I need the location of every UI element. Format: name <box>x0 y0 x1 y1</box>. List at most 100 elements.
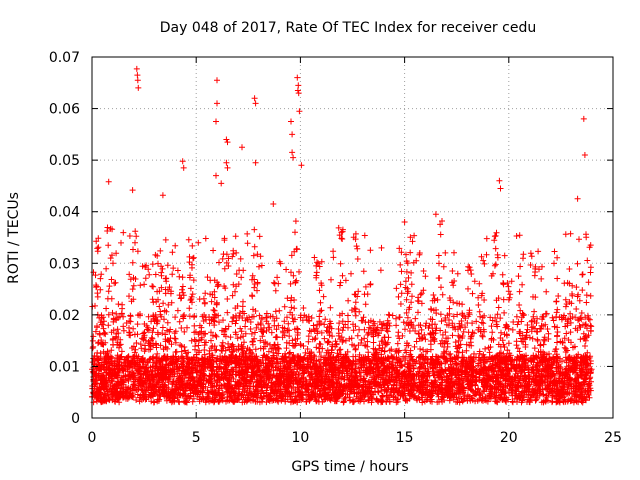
data-point <box>173 348 180 355</box>
data-point <box>254 287 260 294</box>
data-point <box>568 339 574 346</box>
data-point <box>190 255 196 262</box>
data-point <box>238 274 245 281</box>
data-point <box>438 318 445 325</box>
data-point <box>233 317 240 324</box>
data-point <box>256 233 263 240</box>
data-point <box>582 321 589 328</box>
data-point <box>356 376 363 383</box>
data-point <box>365 349 372 356</box>
data-point <box>497 335 504 341</box>
data-point <box>393 322 400 329</box>
data-point <box>468 387 475 394</box>
data-point <box>373 396 380 403</box>
data-point <box>367 281 374 287</box>
data-point <box>296 268 302 275</box>
data-point <box>538 275 545 282</box>
data-point <box>195 239 202 246</box>
data-point <box>435 252 442 259</box>
data-point <box>150 283 157 290</box>
data-point <box>89 345 96 352</box>
data-point <box>102 331 109 338</box>
data-point <box>137 341 144 348</box>
data-point <box>313 344 320 351</box>
data-point <box>545 330 552 337</box>
data-point <box>514 345 521 352</box>
data-point <box>402 326 408 333</box>
data-point <box>206 320 213 327</box>
data-point <box>269 363 275 370</box>
data-point <box>328 276 334 283</box>
data-point <box>325 339 332 346</box>
data-point <box>480 387 487 394</box>
data-point <box>362 301 369 308</box>
data-point <box>234 335 241 342</box>
data-point <box>386 312 393 319</box>
data-point <box>330 254 337 261</box>
data-point <box>576 236 582 243</box>
data-point <box>473 318 480 325</box>
data-point <box>587 269 594 276</box>
data-point <box>549 314 556 321</box>
data-point <box>276 307 283 314</box>
data-point <box>403 296 410 303</box>
data-point <box>216 259 222 266</box>
data-point <box>509 326 516 333</box>
data-point <box>434 296 441 303</box>
data-point <box>148 398 155 405</box>
data-point <box>113 250 120 257</box>
data-point <box>486 349 493 356</box>
data-point <box>449 320 456 327</box>
data-point <box>516 232 523 239</box>
data-point <box>337 346 344 353</box>
data-point <box>202 290 209 297</box>
data-point <box>345 297 352 304</box>
data-point <box>367 247 374 254</box>
data-point <box>430 292 437 298</box>
data-point <box>157 247 164 254</box>
data-point <box>422 273 429 280</box>
data-point <box>284 295 291 302</box>
data-point <box>244 240 251 247</box>
data-point <box>465 285 471 292</box>
data-point <box>516 302 523 308</box>
data-point <box>237 255 244 262</box>
data-point <box>136 398 143 405</box>
data-point <box>447 350 454 357</box>
data-point <box>352 346 359 353</box>
data-point <box>247 326 254 332</box>
data-point <box>182 399 188 406</box>
data-point <box>479 333 486 340</box>
data-point <box>386 347 393 354</box>
data-point <box>449 332 456 339</box>
data-point <box>178 343 185 350</box>
data-point <box>159 324 166 331</box>
data-point <box>134 248 141 255</box>
data-point <box>168 299 175 306</box>
data-point <box>339 318 346 325</box>
data-point <box>359 317 366 324</box>
data-point <box>327 304 334 311</box>
data-point <box>577 336 584 343</box>
data-point <box>137 282 144 289</box>
data-points <box>89 65 595 406</box>
data-point <box>346 397 353 404</box>
data-point <box>345 324 351 331</box>
data-point <box>252 346 259 353</box>
data-point <box>356 326 363 333</box>
data-point <box>451 249 457 256</box>
data-point <box>256 263 262 270</box>
data-point <box>567 230 574 237</box>
data-point <box>195 342 202 349</box>
data-point <box>408 281 415 288</box>
data-point <box>342 277 349 284</box>
data-point <box>124 368 131 375</box>
data-point <box>418 300 425 307</box>
data-point <box>172 314 179 321</box>
data-point <box>361 232 368 239</box>
data-point <box>483 235 490 242</box>
data-point <box>412 315 419 322</box>
data-point <box>408 299 415 306</box>
data-point <box>320 293 327 300</box>
data-point <box>252 329 258 336</box>
